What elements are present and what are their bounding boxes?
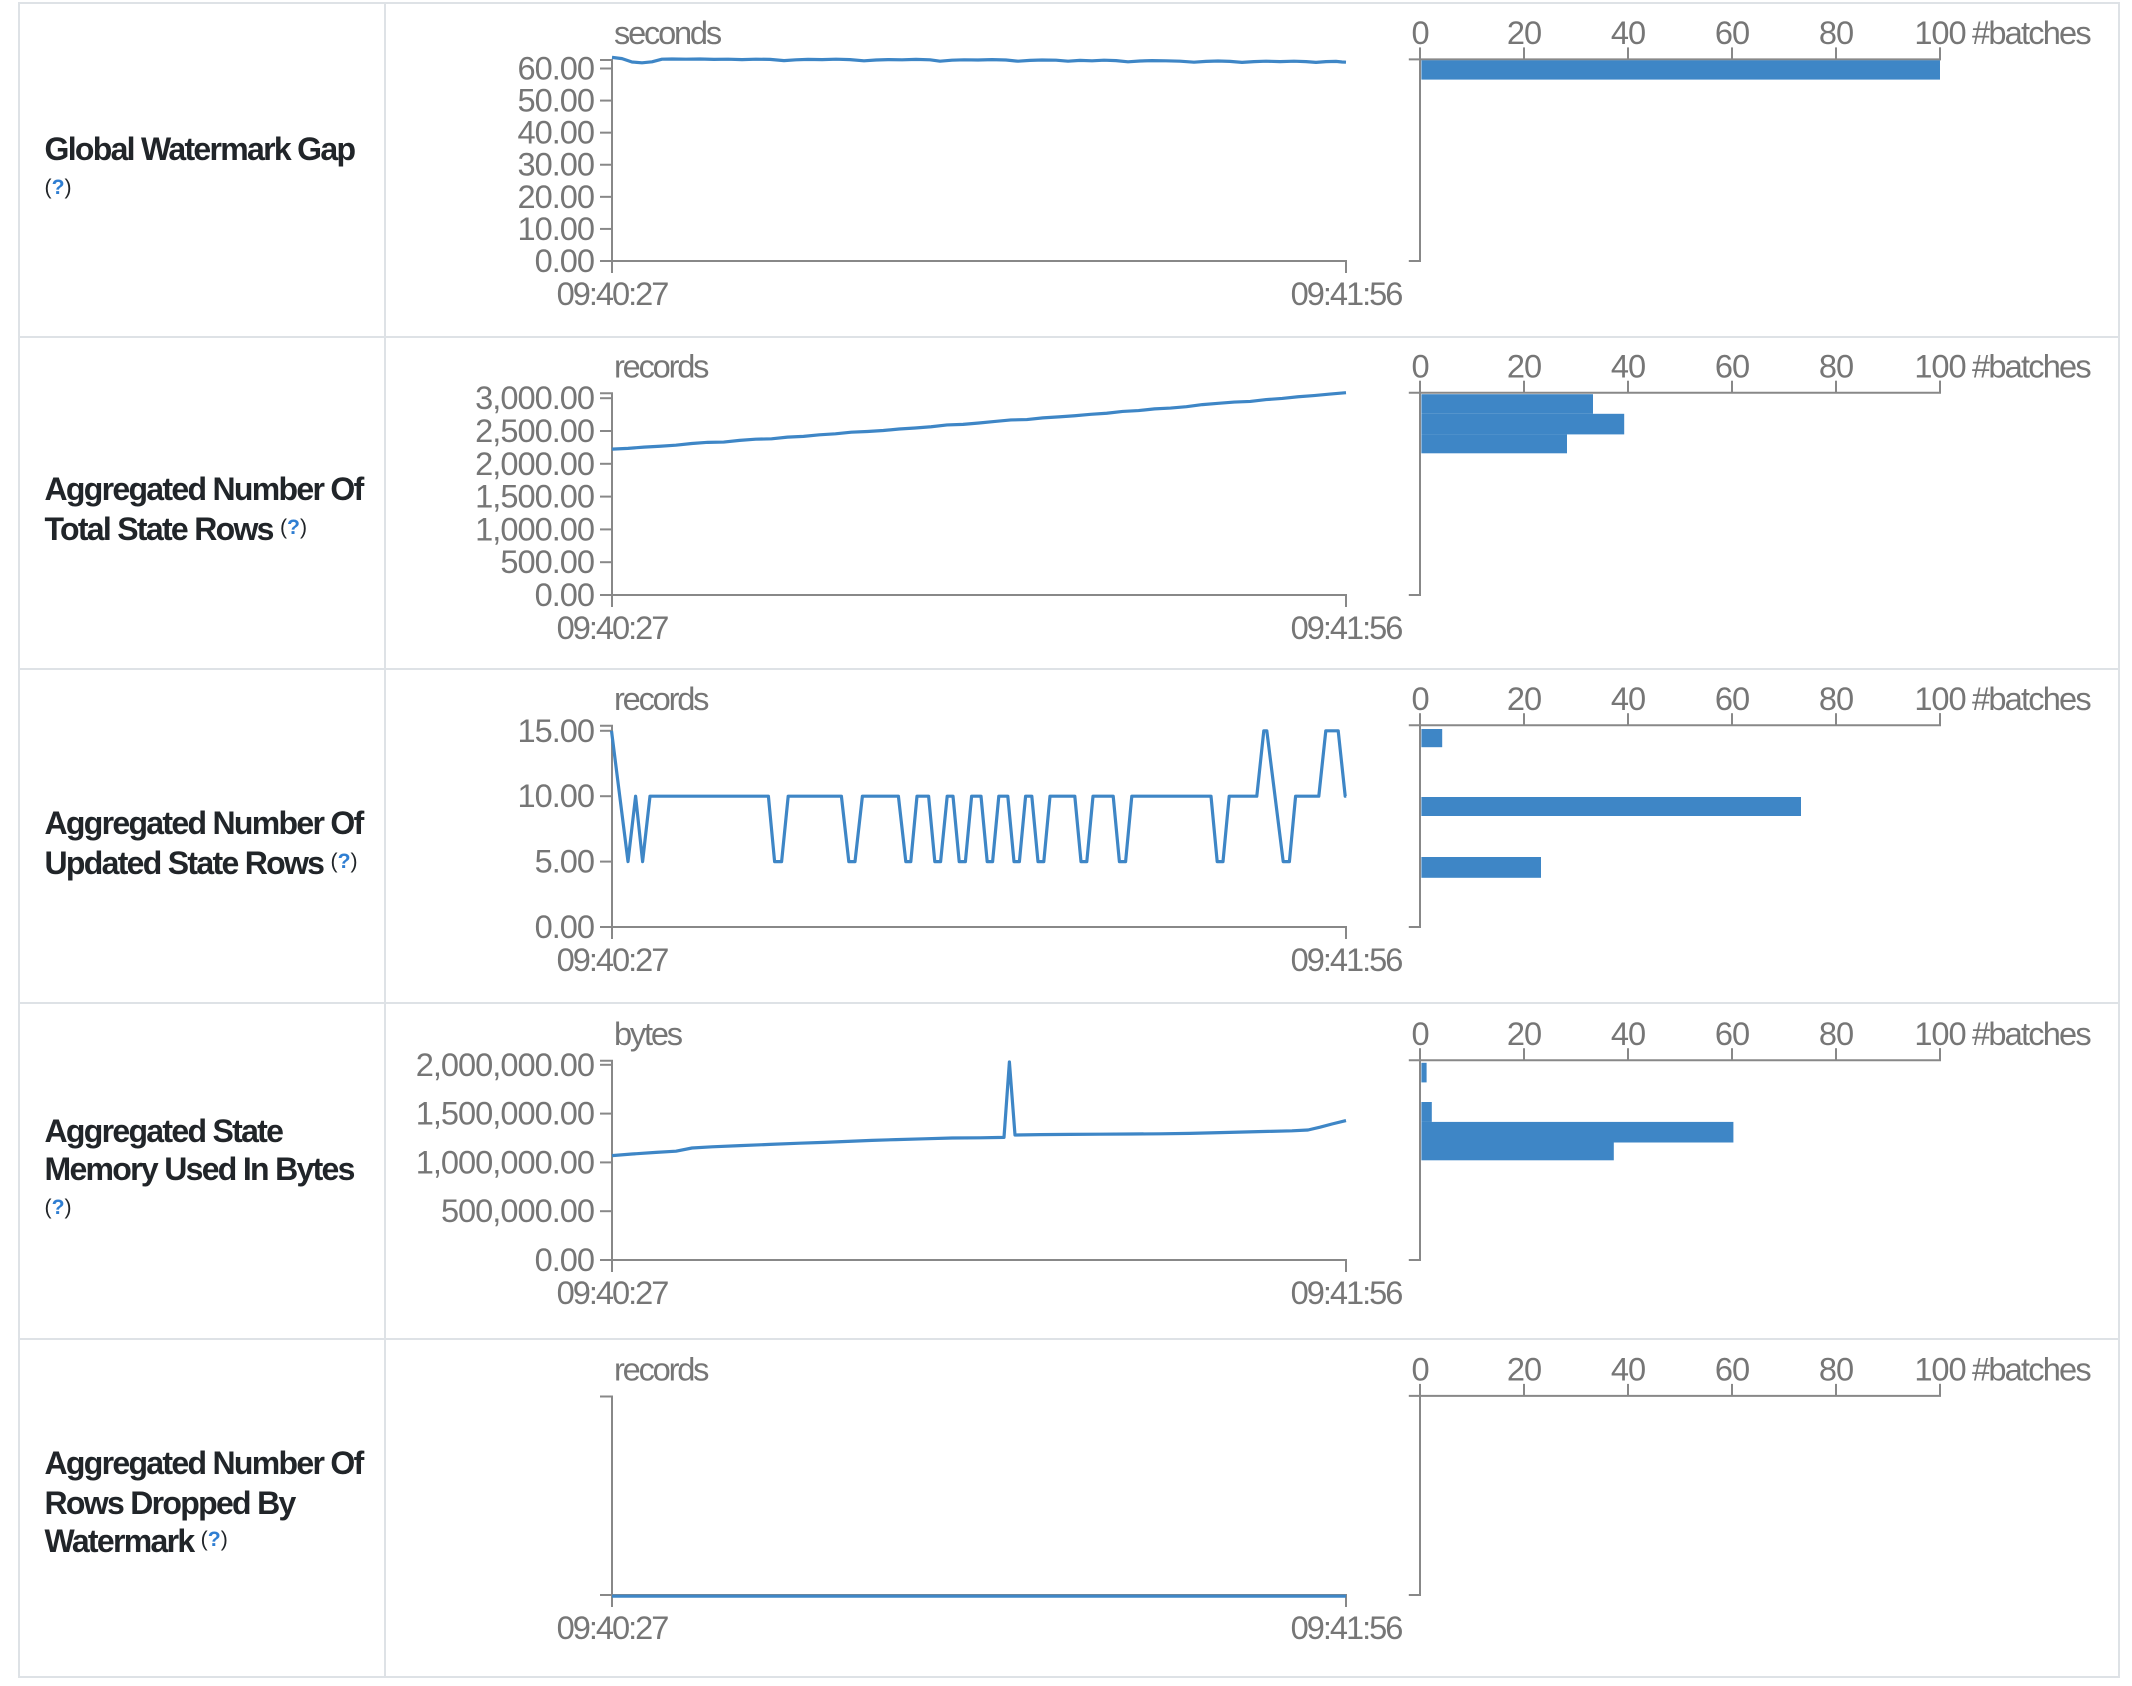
svg-text:0: 0 (1411, 347, 1428, 384)
svg-text:60: 60 (1715, 1351, 1749, 1388)
svg-text:records: records (614, 1351, 709, 1388)
svg-text:09:40:27: 09:40:27 (557, 941, 669, 978)
svg-text:80: 80 (1819, 1015, 1853, 1052)
svg-text:3,000.00: 3,000.00 (475, 379, 594, 416)
svg-text:09:40:27: 09:40:27 (557, 609, 669, 646)
svg-text:100: 100 (1914, 347, 1965, 384)
svg-text:1,500,000.00: 1,500,000.00 (416, 1095, 594, 1132)
svg-text:09:40:27: 09:40:27 (557, 275, 669, 312)
svg-text:20: 20 (1507, 14, 1541, 51)
svg-text:80: 80 (1819, 1351, 1853, 1388)
svg-text:2,000.00: 2,000.00 (475, 445, 594, 482)
svg-text:seconds: seconds (614, 14, 722, 51)
svg-text:0: 0 (1411, 1351, 1428, 1388)
svg-text:0: 0 (1411, 680, 1428, 717)
svg-text:60: 60 (1715, 14, 1749, 51)
svg-text:#batches: #batches (1972, 14, 2091, 51)
svg-text:0.00: 0.00 (535, 1241, 594, 1278)
svg-text:09:41:56: 09:41:56 (1291, 275, 1403, 312)
svg-text:1,000.00: 1,000.00 (475, 510, 594, 547)
svg-text:#batches: #batches (1972, 1015, 2091, 1052)
svg-text:0.00: 0.00 (535, 242, 594, 279)
svg-text:09:41:56: 09:41:56 (1291, 609, 1403, 646)
svg-text:20: 20 (1507, 1015, 1541, 1052)
svg-text:09:40:27: 09:40:27 (557, 1274, 669, 1311)
svg-text:2,500.00: 2,500.00 (475, 412, 594, 449)
svg-text:500,000.00: 500,000.00 (441, 1192, 594, 1229)
svg-text:#batches: #batches (1972, 1351, 2091, 1388)
svg-text:40: 40 (1611, 1351, 1645, 1388)
svg-text:10.00: 10.00 (517, 777, 594, 814)
svg-text:40: 40 (1611, 14, 1645, 51)
svg-text:60.00: 60.00 (517, 50, 594, 87)
svg-text:5.00: 5.00 (535, 843, 594, 880)
svg-text:20: 20 (1507, 680, 1541, 717)
svg-text:40: 40 (1611, 680, 1645, 717)
svg-text:0: 0 (1411, 1015, 1428, 1052)
svg-text:10.00: 10.00 (517, 210, 594, 247)
svg-text:60: 60 (1715, 680, 1749, 717)
svg-text:09:41:56: 09:41:56 (1291, 941, 1403, 978)
svg-text:100: 100 (1914, 14, 1965, 51)
svg-text:30.00: 30.00 (517, 146, 594, 183)
svg-text:1,000,000.00: 1,000,000.00 (416, 1143, 594, 1180)
svg-text:100: 100 (1914, 680, 1965, 717)
svg-text:100: 100 (1914, 1015, 1965, 1052)
svg-text:09:41:56: 09:41:56 (1291, 1274, 1403, 1311)
svg-text:80: 80 (1819, 680, 1853, 717)
svg-text:0.00: 0.00 (535, 576, 594, 613)
svg-text:60: 60 (1715, 1015, 1749, 1052)
svg-text:bytes: bytes (614, 1015, 683, 1052)
svg-text:15.00: 15.00 (517, 712, 594, 749)
svg-text:1,500.00: 1,500.00 (475, 478, 594, 515)
svg-text:#batches: #batches (1972, 347, 2091, 384)
svg-text:#batches: #batches (1972, 680, 2091, 717)
svg-text:500.00: 500.00 (500, 543, 594, 580)
svg-text:09:40:27: 09:40:27 (557, 1609, 669, 1646)
svg-text:20: 20 (1507, 347, 1541, 384)
svg-text:2,000,000.00: 2,000,000.00 (416, 1046, 594, 1083)
svg-text:100: 100 (1914, 1351, 1965, 1388)
svg-text:20: 20 (1507, 1351, 1541, 1388)
svg-text:0.00: 0.00 (535, 908, 594, 945)
svg-text:40: 40 (1611, 347, 1645, 384)
svg-text:50.00: 50.00 (517, 82, 594, 119)
svg-text:09:41:56: 09:41:56 (1291, 1609, 1403, 1646)
svg-text:60: 60 (1715, 347, 1749, 384)
svg-text:40.00: 40.00 (517, 114, 594, 151)
svg-text:records: records (614, 347, 709, 384)
svg-text:40: 40 (1611, 1015, 1645, 1052)
svg-text:80: 80 (1819, 347, 1853, 384)
svg-text:20.00: 20.00 (517, 178, 594, 215)
svg-text:80: 80 (1819, 14, 1853, 51)
svg-text:0: 0 (1411, 14, 1428, 51)
svg-text:records: records (614, 680, 709, 717)
